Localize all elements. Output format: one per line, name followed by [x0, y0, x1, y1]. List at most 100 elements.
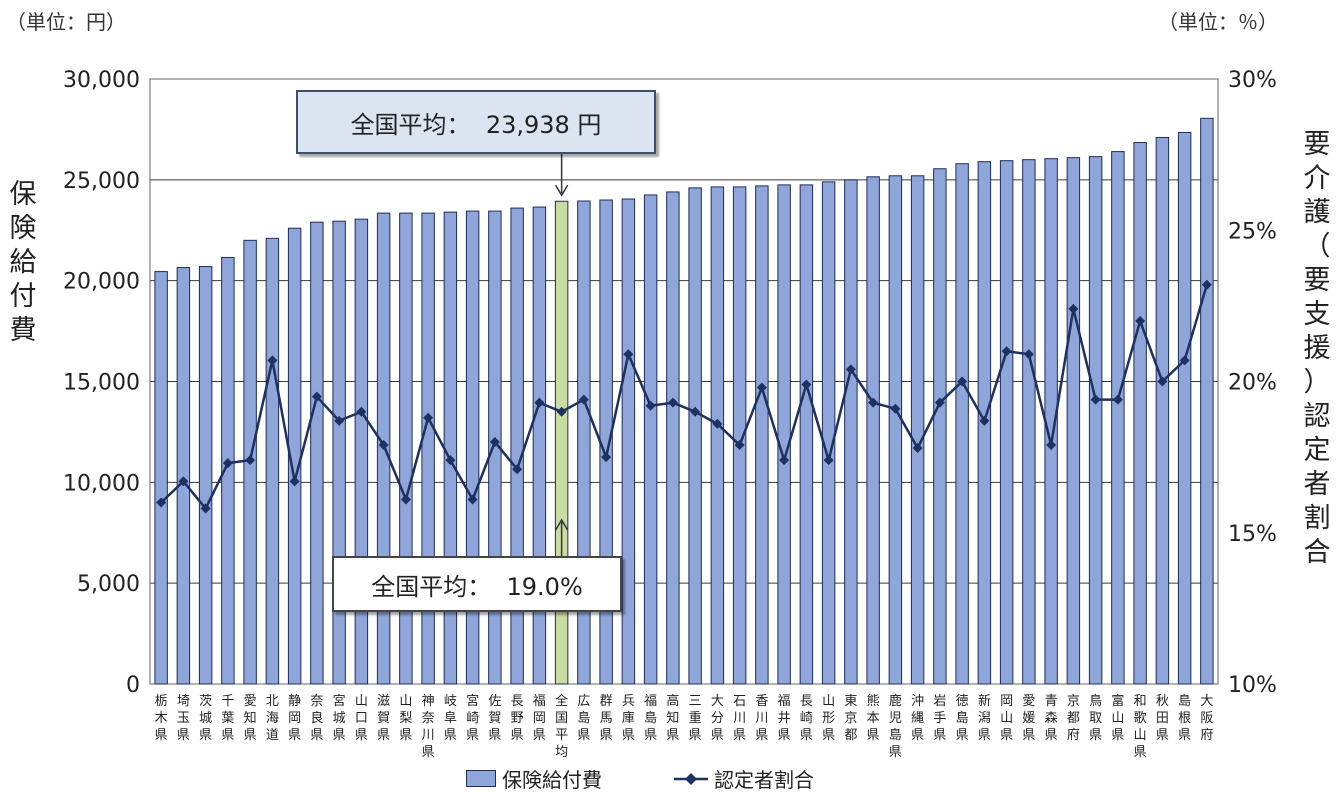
bar: [265, 237, 280, 685]
bar: [1088, 156, 1103, 685]
bar: [1111, 151, 1125, 685]
ratio-point: [756, 382, 767, 393]
category-label: 山口県: [355, 694, 368, 743]
category-label: 山形県: [822, 694, 835, 743]
bar: [510, 207, 524, 685]
ratio-point: [200, 503, 211, 514]
bar: [955, 163, 969, 685]
category-label: 島根県: [1178, 694, 1191, 743]
category-label: 鳥取県: [1089, 694, 1102, 743]
bar: [1155, 136, 1170, 685]
bar: [221, 256, 235, 685]
category-label: 徳島県: [956, 694, 969, 743]
bar: [888, 175, 903, 685]
ratio-point: [289, 476, 300, 487]
ratio-point: [912, 443, 923, 454]
category-label: 高知県: [666, 693, 679, 743]
ratio-point: [623, 349, 634, 360]
bar: [844, 179, 858, 685]
left-tick-label: 25,000: [63, 169, 140, 194]
ratio-point: [868, 397, 879, 408]
callout-arrows: [554, 152, 569, 556]
category-label: 長崎県: [800, 694, 813, 743]
category-label: 京都府: [1067, 694, 1080, 743]
ratio-point: [712, 418, 723, 429]
category-label: 佐賀県: [488, 694, 501, 743]
ratio-point: [578, 394, 589, 405]
right-unit-label: （単位：％）: [1158, 10, 1278, 34]
category-label: 三重県: [689, 694, 702, 743]
legend-bar-label: 保険給付費: [502, 768, 602, 792]
cost-callout-arrowhead: [554, 184, 569, 197]
bar: [421, 212, 435, 685]
bar: [643, 194, 658, 685]
ratio-point: [1135, 316, 1146, 326]
bar: [755, 185, 769, 685]
bar: [910, 175, 925, 685]
left-axis-title-char: 費: [9, 315, 37, 346]
ratio-point: [423, 412, 434, 423]
cost-average-callout: 全国平均： 23,938 円: [296, 90, 656, 154]
category-label: 石川県: [733, 694, 746, 743]
ratio-point: [823, 455, 834, 466]
bar: [1066, 157, 1081, 685]
category-label: 山梨県: [399, 694, 412, 743]
ratio-point: [1046, 440, 1057, 451]
right-axis-title-char: 援: [1303, 333, 1331, 364]
right-tick-label: 20%: [1228, 371, 1277, 396]
ratio-point: [311, 391, 322, 402]
ratio-point: [534, 397, 545, 408]
ratio-point: [1068, 303, 1079, 314]
category-label: 福島県: [644, 694, 657, 743]
ratio-point: [1179, 355, 1190, 366]
ratio-point: [445, 455, 456, 466]
ratio-point: [934, 397, 945, 408]
category-label: 全国平均: [555, 693, 568, 760]
bar: [621, 198, 636, 685]
category-label: 鹿児島県: [889, 693, 902, 760]
right-axis-title-char: （: [1303, 231, 1331, 262]
left-unit-label: （単位：円）: [6, 10, 126, 34]
plot-frame: [149, 78, 1219, 685]
category-label: 福井県: [778, 694, 791, 743]
legend-line-label: 認定者割合: [714, 768, 814, 792]
bar: [310, 221, 324, 685]
ratio-point: [1001, 346, 1012, 357]
ratio-point: [779, 455, 790, 466]
category-label: 岩手県: [933, 694, 946, 743]
category-label: 東京都: [844, 693, 857, 743]
legend-bar-swatch: [466, 770, 496, 787]
category-label: 香川県: [755, 694, 768, 743]
category-label: 長野県: [511, 694, 524, 743]
category-label: 大分県: [711, 694, 724, 743]
ratio-point: [890, 403, 901, 414]
bar: [799, 184, 814, 685]
bar: [666, 191, 680, 685]
ratio-point: [734, 440, 745, 451]
category-label: 岐阜県: [444, 694, 457, 743]
ratio-point: [601, 452, 612, 463]
left-tick-label: 5,000: [77, 572, 140, 597]
left-tick-label: 20,000: [63, 270, 140, 295]
right-axis-title-char: 介: [1303, 163, 1331, 194]
ratio-point: [1023, 349, 1034, 360]
right-tick-label: 30%: [1228, 68, 1277, 93]
bar: [777, 184, 791, 685]
category-label: 大阪府: [1200, 694, 1213, 743]
bar: [999, 160, 1014, 685]
ratio-point: [801, 379, 812, 390]
bar: [1200, 117, 1214, 685]
ratio-point: [334, 415, 345, 426]
ratio-point: [979, 415, 990, 426]
ratio-point: [512, 464, 523, 475]
category-label: 茨城県: [199, 694, 212, 743]
category-label: 富山県: [1111, 693, 1124, 743]
ratio-average-callout: 全国平均： 19.0%: [332, 556, 622, 612]
ratio-point: [467, 494, 478, 505]
category-label: 和歌山県: [1134, 694, 1147, 760]
ratio-point: [400, 494, 411, 505]
ratio-point: [667, 397, 678, 408]
category-label: 新潟県: [978, 693, 991, 743]
bar-series: [154, 117, 1214, 685]
